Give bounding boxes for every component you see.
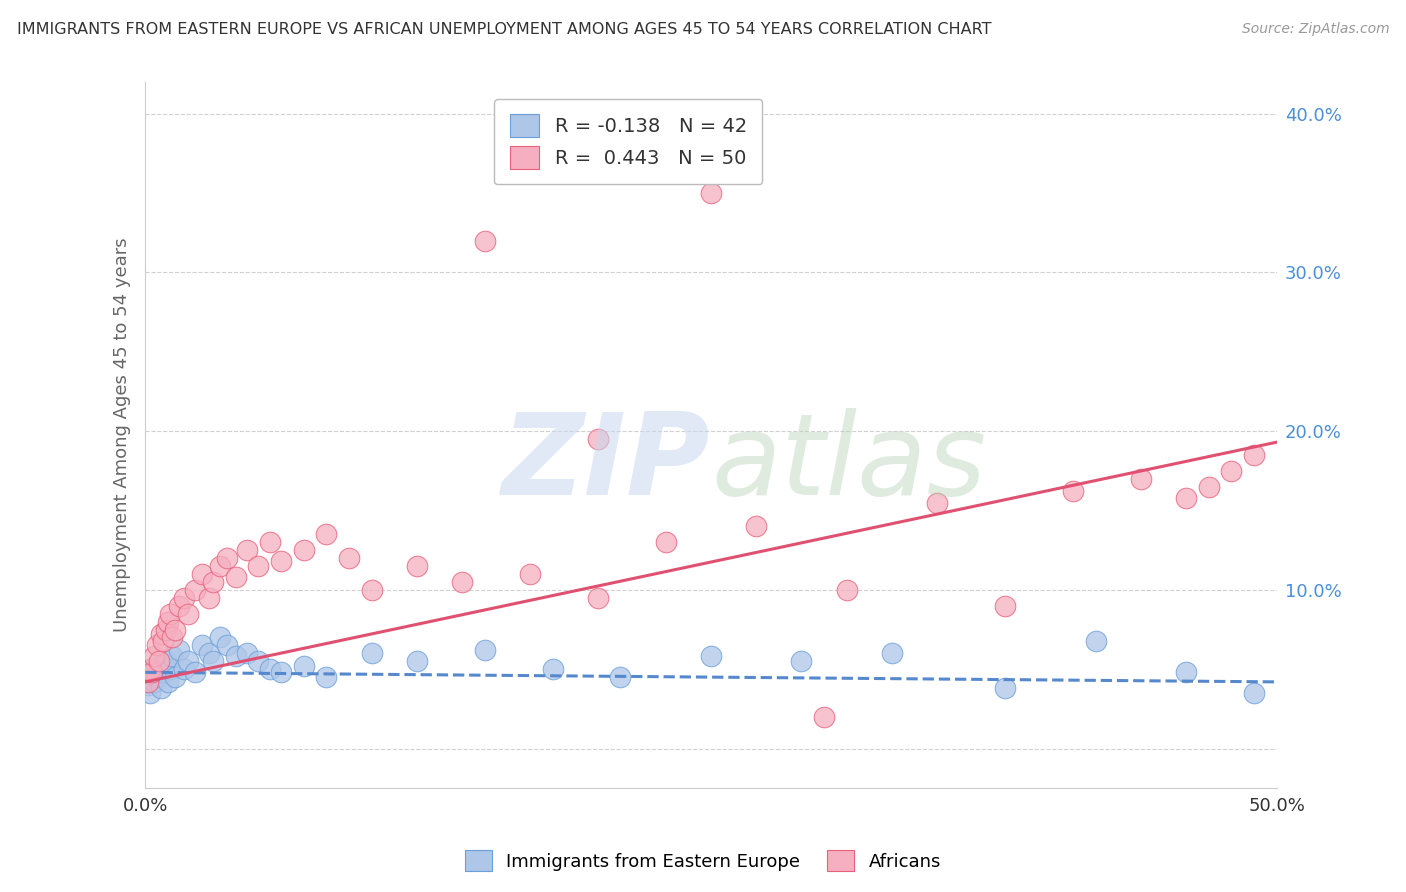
Point [141, 665, 163, 680]
Point [167, 599, 190, 613]
Point [247, 654, 270, 668]
Point [654, 535, 676, 549]
Point [405, 654, 427, 668]
Point [167, 643, 190, 657]
Point [360, 582, 382, 597]
Point [173, 662, 195, 676]
Point [136, 674, 159, 689]
Point [700, 186, 723, 200]
Point [208, 631, 231, 645]
Point [145, 670, 167, 684]
Point [813, 710, 835, 724]
Point [236, 543, 259, 558]
Point [994, 599, 1017, 613]
Point [197, 646, 219, 660]
Point [745, 519, 768, 533]
Point [474, 234, 496, 248]
Point [163, 670, 186, 684]
Point [1129, 472, 1152, 486]
Point [152, 633, 174, 648]
Point [247, 559, 270, 574]
Text: ZIP: ZIP [502, 408, 711, 519]
Point [609, 670, 631, 684]
Point [927, 495, 949, 509]
Point [150, 627, 173, 641]
Point [163, 623, 186, 637]
Point [202, 574, 225, 589]
Point [315, 527, 337, 541]
Text: IMMIGRANTS FROM EASTERN EUROPE VS AFRICAN UNEMPLOYMENT AMONG AGES 45 TO 54 YEARS: IMMIGRANTS FROM EASTERN EUROPE VS AFRICA… [17, 22, 991, 37]
Point [270, 665, 292, 680]
Point [1220, 464, 1243, 478]
Point [315, 670, 337, 684]
Point [139, 686, 162, 700]
Point [541, 662, 564, 676]
Point [835, 582, 858, 597]
Point [1243, 686, 1265, 700]
Point [155, 654, 177, 668]
Point [191, 566, 214, 581]
Point [586, 432, 609, 446]
Point [197, 591, 219, 605]
Point [162, 631, 184, 645]
Point [143, 674, 166, 689]
Point [177, 654, 200, 668]
Point [145, 639, 167, 653]
Point [159, 662, 181, 676]
Legend: R = -0.138   N = 42, R =  0.443   N = 50: R = -0.138 N = 42, R = 0.443 N = 50 [495, 99, 762, 185]
Point [1175, 491, 1198, 505]
Point [177, 607, 200, 621]
Point [1084, 633, 1107, 648]
Point [215, 551, 238, 566]
Point [270, 554, 292, 568]
Point [139, 665, 162, 680]
Point [236, 646, 259, 660]
Point [191, 639, 214, 653]
Point [155, 623, 177, 637]
Point [152, 665, 174, 680]
Point [1062, 484, 1084, 499]
Point [141, 662, 163, 676]
Point [136, 678, 159, 692]
Text: Source: ZipAtlas.com: Source: ZipAtlas.com [1241, 22, 1389, 37]
Point [184, 582, 207, 597]
Point [880, 646, 903, 660]
Point [225, 570, 247, 584]
Legend: Immigrants from Eastern Europe, Africans: Immigrants from Eastern Europe, Africans [457, 843, 949, 879]
Point [184, 665, 207, 680]
Point [148, 659, 170, 673]
Point [994, 681, 1017, 696]
Point [405, 559, 427, 574]
Point [150, 681, 173, 696]
Point [159, 607, 181, 621]
Point [202, 654, 225, 668]
Point [208, 559, 231, 574]
Point [292, 543, 315, 558]
Point [1243, 448, 1265, 462]
Point [225, 649, 247, 664]
Point [790, 654, 813, 668]
Point [156, 615, 179, 629]
Y-axis label: Unemployment Among Ages 45 to 54 years: Unemployment Among Ages 45 to 54 years [114, 238, 131, 632]
Point [259, 535, 281, 549]
Point [451, 574, 474, 589]
Point [1175, 665, 1198, 680]
Point [259, 662, 281, 676]
Point [162, 649, 184, 664]
Text: atlas: atlas [711, 408, 986, 519]
Point [215, 639, 238, 653]
Point [519, 566, 541, 581]
Point [337, 551, 360, 566]
Point [148, 654, 170, 668]
Point [156, 674, 179, 689]
Point [360, 646, 382, 660]
Point [700, 649, 723, 664]
Point [173, 591, 195, 605]
Point [292, 659, 315, 673]
Point [586, 591, 609, 605]
Point [1198, 480, 1220, 494]
Point [139, 662, 162, 676]
Point [474, 643, 496, 657]
Point [143, 649, 166, 664]
